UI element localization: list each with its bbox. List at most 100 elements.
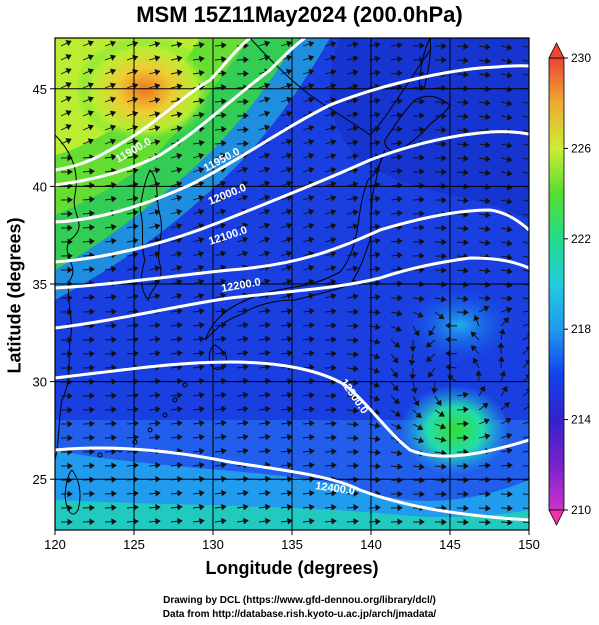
streamline-arrowhead — [330, 279, 337, 286]
streamline-arrowhead — [87, 54, 94, 61]
streamline-arrowhead — [485, 169, 491, 177]
streamline-arrowhead — [419, 196, 425, 203]
colorbar-tick-label: 230 — [571, 51, 591, 65]
streamline-arrowhead — [331, 448, 337, 455]
streamline-arrowhead — [506, 142, 513, 149]
streamline-arrowhead — [397, 125, 403, 133]
streamline-arrowhead — [111, 434, 117, 441]
streamline-arrowhead — [155, 518, 161, 525]
streamline-arrowhead — [220, 250, 227, 258]
streamline-arrowhead — [463, 99, 469, 106]
streamline-arrowhead — [87, 40, 94, 47]
streamline-arrowhead — [426, 355, 433, 362]
streamline-arrowhead — [67, 350, 73, 358]
streamline-arrowhead — [463, 490, 469, 498]
streamline-arrowhead — [308, 138, 315, 146]
streamline-arrowhead — [155, 462, 161, 469]
streamline-arrowhead — [308, 152, 315, 160]
streamline-arrowhead — [309, 434, 315, 441]
streamline-arrowhead — [111, 504, 117, 511]
streamline-arrowhead — [198, 97, 205, 105]
streamline-arrowhead — [463, 155, 469, 162]
streamline-arrowhead — [265, 517, 271, 525]
streamline-arrowhead — [221, 307, 227, 315]
streamline-arrowhead — [506, 156, 513, 163]
streamline-arrowhead — [221, 126, 227, 133]
streamline-arrowhead — [308, 236, 315, 244]
streamline-arrowhead — [264, 194, 271, 202]
streamline-arrowhead — [111, 364, 117, 371]
streamline-arrowhead — [309, 447, 315, 455]
streamline-arrowhead — [330, 111, 337, 118]
streamline-arrowhead — [65, 68, 72, 75]
streamline-arrowhead — [111, 153, 117, 161]
streamline-arrowhead — [479, 385, 486, 392]
streamline-arrowhead — [243, 70, 249, 78]
streamline-arrowhead — [475, 370, 483, 376]
streamline-arrowhead — [265, 349, 271, 357]
streamline-arrowhead — [221, 517, 227, 525]
streamline-arrowhead — [65, 54, 72, 61]
streamline-arrowhead — [485, 211, 491, 219]
streamline-arrowhead — [111, 237, 117, 245]
streamline-arrowhead — [264, 124, 271, 132]
streamline-arrowhead — [528, 133, 529, 135]
streamline-arrowhead — [419, 168, 425, 175]
streamline-arrowhead — [506, 267, 513, 275]
streamline-arrowhead — [111, 322, 117, 329]
chart-title: MSM 15Z11May2024 (200.0hPa) — [136, 2, 463, 27]
streamline-arrowhead — [286, 222, 293, 230]
streamline-arrowhead — [441, 196, 447, 204]
streamline-arrowhead — [220, 152, 227, 160]
streamline-arrowhead — [330, 125, 337, 132]
streamline-arrowhead — [353, 336, 359, 344]
streamline-arrowhead — [419, 266, 425, 274]
streamline-arrowhead — [221, 70, 227, 77]
streamline-segment — [522, 347, 529, 355]
streamline-arrowhead — [417, 311, 424, 318]
streamline-arrowhead — [417, 424, 424, 431]
streamline-arrowhead — [330, 265, 337, 272]
streamline-arrowhead — [198, 194, 205, 202]
streamline-arrowhead — [463, 308, 469, 316]
streamline-arrowhead — [287, 433, 293, 441]
streamline-arrowhead — [374, 408, 381, 416]
streamline-arrowhead — [352, 209, 359, 216]
streamline-arrowhead — [67, 210, 73, 218]
streamline-arrowhead — [308, 222, 315, 230]
streamline-arrowhead — [308, 40, 315, 48]
streamline-segment — [522, 436, 529, 439]
x-tick-label: 135 — [281, 537, 303, 552]
streamline-arrowhead — [441, 98, 447, 106]
streamline-arrowhead — [485, 71, 491, 79]
streamline-arrowhead — [441, 266, 447, 274]
streamline-arrowhead — [331, 392, 337, 400]
streamline-arrowhead — [309, 420, 315, 427]
streamline-arrowhead — [243, 126, 249, 134]
streamline-arrowhead — [373, 367, 380, 374]
streamline-arrowhead — [330, 167, 337, 174]
streamline-arrowhead — [530, 520, 534, 525]
streamline-arrowhead — [373, 381, 380, 388]
streamline-arrowhead — [287, 391, 293, 399]
streamline-arrowhead — [331, 336, 337, 343]
streamline-arrowhead — [528, 231, 529, 233]
streamline-arrowhead — [419, 70, 425, 77]
streamline-arrowhead — [463, 71, 469, 78]
streamline-arrowhead — [155, 406, 161, 413]
streamline-arrowhead — [352, 83, 359, 90]
streamline-arrowhead — [352, 153, 359, 160]
streamline-arrowhead — [199, 349, 205, 357]
streamline-arrowhead — [330, 153, 337, 160]
streamline-arrowhead — [330, 83, 337, 90]
streamline-arrowhead — [374, 97, 381, 105]
streamline-arrowhead — [286, 278, 293, 286]
streamline-segment — [522, 335, 529, 341]
streamline-arrowhead — [419, 56, 425, 63]
streamline-arrowhead — [243, 363, 249, 371]
x-tick-label: 150 — [518, 537, 540, 552]
streamline-arrowhead — [176, 209, 183, 216]
streamline-arrowhead — [264, 152, 271, 160]
streamline-arrowhead — [198, 208, 205, 216]
streamline-arrowhead — [463, 420, 469, 428]
